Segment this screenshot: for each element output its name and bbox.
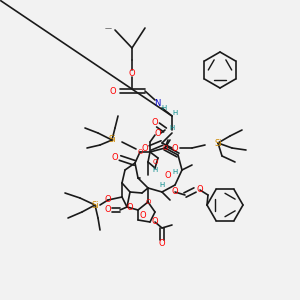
Text: O: O — [165, 170, 171, 179]
Text: O: O — [152, 159, 158, 165]
Text: O: O — [112, 154, 118, 163]
Text: O: O — [142, 143, 148, 152]
Text: O: O — [172, 143, 178, 152]
Text: H: H — [152, 167, 158, 173]
Text: H: H — [161, 105, 166, 111]
Text: O: O — [155, 128, 161, 137]
Text: O: O — [145, 199, 151, 205]
Text: H: H — [172, 169, 178, 175]
Text: O: O — [105, 196, 111, 205]
Text: O: O — [172, 188, 178, 196]
Text: O: O — [105, 206, 111, 214]
Text: O: O — [159, 238, 165, 247]
Text: O: O — [197, 185, 203, 194]
Text: O: O — [127, 202, 133, 211]
Text: H: H — [169, 125, 175, 131]
Text: N: N — [154, 100, 160, 109]
Text: O: O — [137, 149, 143, 155]
Text: O: O — [110, 86, 116, 95]
Text: O: O — [140, 211, 146, 220]
Text: H: H — [159, 182, 165, 188]
Text: —: — — [104, 25, 112, 31]
Text: Si: Si — [108, 136, 116, 145]
Text: O: O — [162, 145, 168, 151]
Text: Si: Si — [91, 200, 99, 209]
Text: O: O — [152, 218, 158, 226]
Text: Si: Si — [214, 139, 222, 148]
Text: O: O — [152, 118, 158, 127]
Text: H: H — [172, 110, 178, 116]
Text: O: O — [129, 68, 135, 77]
